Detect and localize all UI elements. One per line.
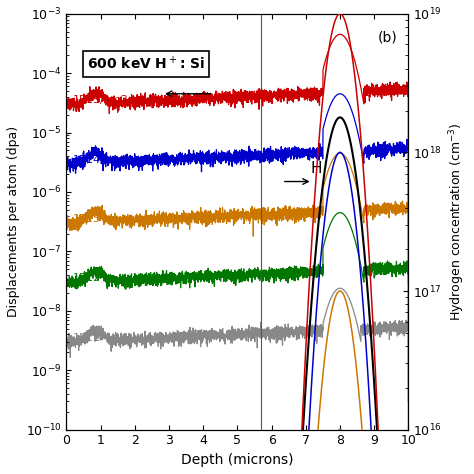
- Text: 1E12: 1E12: [73, 273, 100, 283]
- X-axis label: Depth (microns): Depth (microns): [181, 453, 293, 467]
- Text: 1E11: 1E11: [73, 333, 100, 343]
- Text: (b): (b): [378, 30, 397, 45]
- Text: H: H: [310, 161, 322, 176]
- Text: 1E15/cm2: 1E15/cm2: [73, 95, 128, 105]
- Y-axis label: Displacements per atom (dpa): Displacements per atom (dpa): [7, 126, 20, 317]
- Text: 1E14: 1E14: [73, 155, 100, 164]
- Y-axis label: Hydrogen concentration (cm$^{-3}$): Hydrogen concentration (cm$^{-3}$): [447, 122, 467, 321]
- Text: 600 keV H$^+$: Si: 600 keV H$^+$: Si: [87, 55, 205, 73]
- Text: 1E13: 1E13: [73, 214, 100, 224]
